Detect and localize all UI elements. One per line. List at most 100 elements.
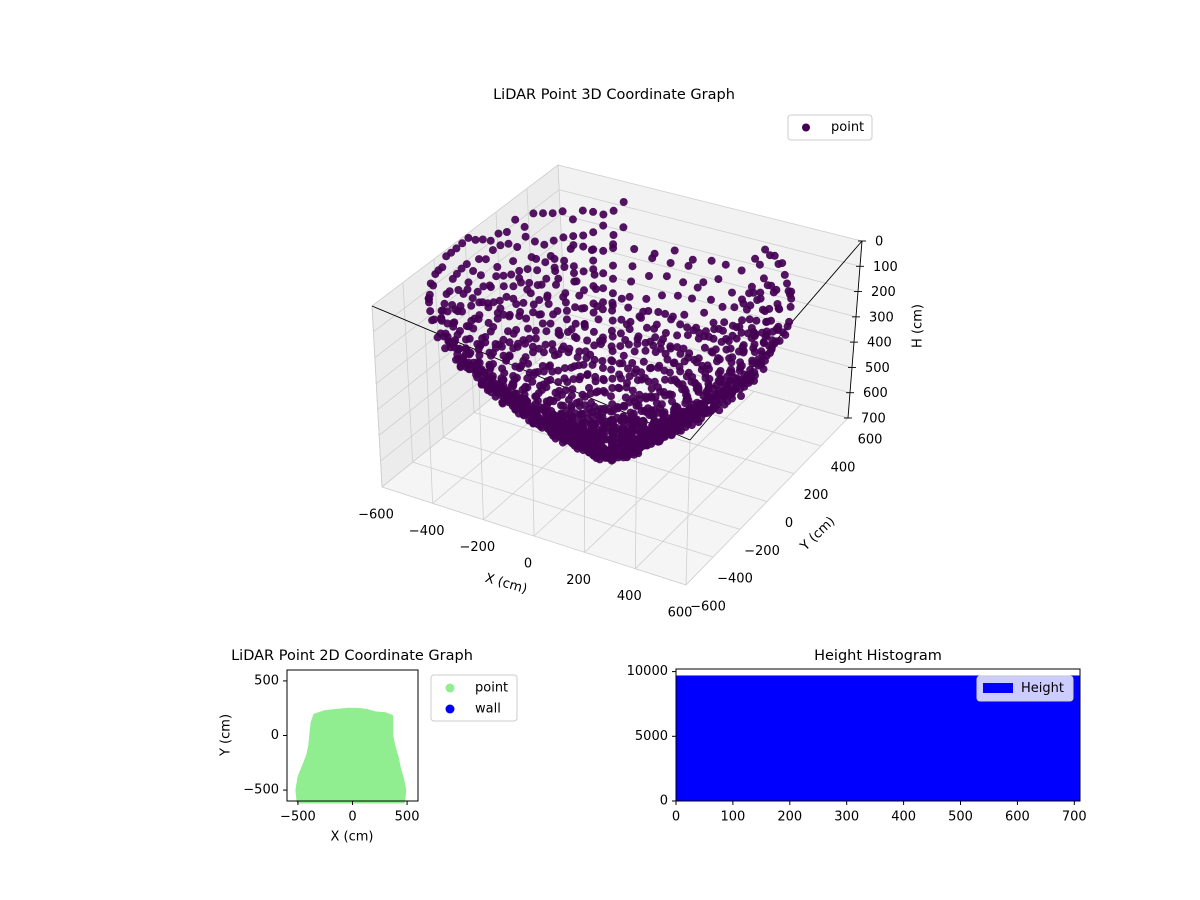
point-3d [615,370,624,379]
x-tick-label: 100 [720,810,745,825]
point-3d [727,365,735,374]
point-3d [628,359,637,367]
point-3d [599,210,608,219]
x-tick-label: 0 [348,810,356,825]
point-3d [723,372,731,381]
point-3d [625,292,634,301]
point-3d [673,291,682,300]
point-3d [639,417,648,426]
x-tick-label: 600 [668,606,693,621]
point-3d [751,371,759,380]
point-3d [532,392,541,401]
z-tick-label: 400 [867,336,892,351]
point-3d [757,347,766,356]
point-3d [569,241,578,250]
point-3d [639,357,648,366]
point-3d [730,384,739,393]
point-3d [614,383,623,392]
histogram-frame [675,668,1081,802]
x-tick-label: 500 [395,810,420,825]
point-3d [467,301,476,310]
point-3d [523,374,532,383]
point-3d [737,266,746,275]
point-3d [778,259,787,268]
point-3d [787,287,796,296]
point-3d [661,309,670,318]
point-3d [583,336,592,345]
point-3d [750,340,759,349]
z-tick-label: 300 [869,310,894,325]
point-3d [618,359,627,368]
point-3d [502,228,511,236]
point-3d [709,402,718,410]
point-3d [582,354,591,363]
point-3d [633,339,642,348]
point-3d [684,261,693,270]
point-3d [445,337,454,346]
point-3d [609,274,617,283]
point-3d [498,364,507,373]
point-3d [688,294,696,303]
point-3d [608,347,617,356]
point-3d [492,384,501,393]
point-3d [648,254,657,263]
chart-3d-tick-labels: −600−400−2000200400600−600−400−200020040… [358,235,898,621]
point-3d [478,298,487,307]
point-3d [509,372,518,380]
point-3d [448,274,457,283]
point-3d [742,305,751,314]
point-3d [509,282,518,291]
point-3d [452,244,461,253]
point-3d [588,360,597,369]
point-3d [492,272,501,281]
point-3d [608,418,617,426]
point-3d [723,397,732,406]
point-3d [735,322,744,331]
point-3d [511,215,520,224]
point-3d [655,361,664,370]
point-3d [721,260,730,269]
point-3d [666,344,675,353]
chart-2d: LiDAR Point 2D Coordinate Graph −500 0 500 −… [219,648,518,845]
point-3d [495,296,504,305]
point-3d [607,365,616,374]
z-axis-label: H (cm) [911,304,926,348]
point-3d [624,364,632,373]
point-3d [676,349,685,358]
point-3d [585,383,593,392]
point-3d [783,279,791,288]
point-3d [607,392,615,401]
point-3d [575,291,584,300]
point-3d [641,346,650,355]
point-3d [630,347,639,356]
point-3d [619,413,628,422]
point-3d [637,429,646,438]
point-3d [579,267,588,276]
z-tick-label: 100 [873,260,898,275]
point-3d [558,417,567,426]
y-tick-label: 500 [254,673,279,688]
point-3d [665,368,674,377]
x-tick-label: 0 [672,810,680,825]
point-3d [475,358,484,367]
legend-label-point: point [475,681,508,696]
point-3d [526,289,535,298]
legend-marker-wall [445,704,455,714]
point-3d [464,278,473,287]
y-tick-label: −200 [744,544,780,559]
point-3d [475,351,484,360]
chart-histogram: Height Histogram 0 100 200 300 400 500 600 700 0 5… [627,648,1087,825]
z-tick-label: 200 [871,285,896,300]
point-3d [539,209,547,218]
point-3d [425,298,433,307]
point-3d [738,379,746,387]
point-3d [589,256,598,265]
point-3d [557,401,565,410]
point-3d [528,342,537,351]
point-3d [715,391,724,399]
point-3d [560,263,569,271]
point-3d [630,369,639,377]
point-3d [630,245,639,253]
point-3d [699,278,708,287]
point-3d [564,328,572,336]
